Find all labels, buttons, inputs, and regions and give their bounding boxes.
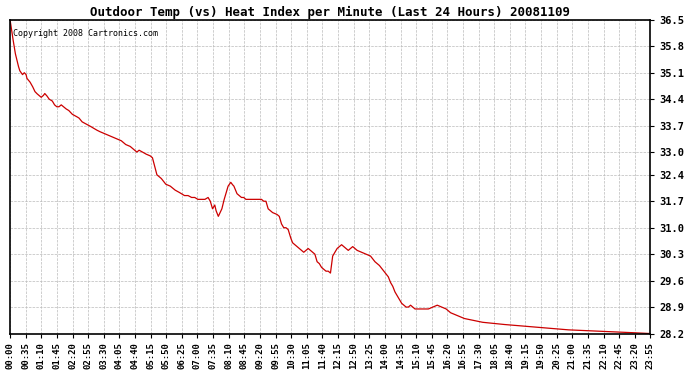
Text: Copyright 2008 Cartronics.com: Copyright 2008 Cartronics.com xyxy=(13,29,158,38)
Title: Outdoor Temp (vs) Heat Index per Minute (Last 24 Hours) 20081109: Outdoor Temp (vs) Heat Index per Minute … xyxy=(90,6,570,19)
